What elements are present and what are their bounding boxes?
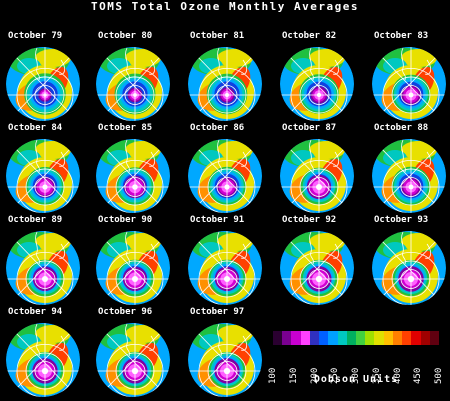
color-scale-swatch (309, 331, 320, 345)
map-panel-label: October 82 (282, 31, 337, 41)
ozone-globe (96, 47, 170, 121)
page-title: TOMS Total Ozone Monthly Averages (90, 0, 360, 13)
map-panel-label: October 87 (282, 123, 337, 133)
map-panel-label: October 93 (374, 215, 429, 225)
color-scale-swatch (411, 331, 421, 345)
ozone-globe (280, 139, 354, 213)
map-panel: October 93 (366, 215, 450, 307)
color-scale-swatch (383, 331, 393, 345)
map-panel: October 85 (90, 123, 180, 215)
ozone-globe (372, 139, 446, 213)
map-panel: October 86 (182, 123, 272, 215)
map-panel: October 80 (90, 31, 180, 123)
ozone-globe (372, 231, 446, 305)
color-scale-swatch (429, 331, 439, 345)
map-panel: October 84 (0, 123, 90, 215)
map-panel: October 87 (274, 123, 364, 215)
ozone-globe (188, 139, 262, 213)
map-panel: October 90 (90, 215, 180, 307)
color-scale-swatch (346, 331, 356, 345)
color-scale-swatch (328, 331, 338, 345)
ozone-globe (96, 231, 170, 305)
ozone-globe (6, 47, 80, 121)
color-scale-swatch (282, 331, 292, 345)
color-scale-swatch (337, 331, 347, 345)
map-panel-label: October 88 (374, 123, 429, 133)
ozone-globe (6, 231, 80, 305)
map-panel-label: October 86 (190, 123, 245, 133)
color-scale-swatch (392, 331, 403, 345)
map-panel: October 91 (182, 215, 272, 307)
ozone-globe (280, 47, 354, 121)
map-panel-label: October 84 (8, 123, 63, 133)
ozone-globe (96, 323, 170, 397)
map-panel: October 92 (274, 215, 364, 307)
ozone-globe (6, 139, 80, 213)
color-scale: 100 150 200 250 300 350 400 450 500 Dobson Units (268, 329, 444, 391)
ozone-globe (188, 323, 262, 397)
color-scale-swatch (420, 331, 430, 345)
map-panel-label: October 79 (8, 31, 63, 41)
color-scale-swatch (355, 331, 366, 345)
map-panel-label: October 92 (282, 215, 337, 225)
ozone-globe (372, 47, 446, 121)
map-panel-label: October 91 (190, 215, 245, 225)
ozone-globe (6, 323, 80, 397)
map-panel-label: October 81 (190, 31, 245, 41)
map-panel: October 89 (0, 215, 90, 307)
map-panel-label: October 80 (98, 31, 153, 41)
map-panel-label: October 85 (98, 123, 153, 133)
map-panel: October 83 (366, 31, 450, 123)
map-panel: October 94 (0, 307, 90, 399)
color-scale-unit: Dobson Units (313, 374, 399, 385)
map-panel-label: October 94 (8, 307, 63, 317)
color-scale-bar (273, 331, 439, 345)
map-panel-label: October 83 (374, 31, 429, 41)
color-scale-swatch (273, 331, 283, 345)
color-scale-swatch (291, 331, 301, 345)
ozone-globe (280, 231, 354, 305)
color-scale-swatch (402, 331, 412, 345)
map-panel-label: October 97 (190, 307, 245, 317)
map-panel-label: October 90 (98, 215, 153, 225)
color-scale-swatch (319, 331, 329, 345)
map-panel: October 79 (0, 31, 90, 123)
ozone-globe (96, 139, 170, 213)
map-panel: October 97 (182, 307, 272, 399)
ozone-globe (188, 47, 262, 121)
map-panel: October 81 (182, 31, 272, 123)
map-panel-label: October 89 (8, 215, 63, 225)
map-panel-label: October 96 (98, 307, 153, 317)
color-scale-swatch (374, 331, 384, 345)
color-scale-ticks: 100 150 200 250 300 350 400 450 500 (268, 348, 444, 384)
map-panel: October 82 (274, 31, 364, 123)
map-panel: October 96 (90, 307, 180, 399)
ozone-globe (188, 231, 262, 305)
map-panel: October 88 (366, 123, 450, 215)
color-scale-swatch (365, 331, 375, 345)
color-scale-swatch (300, 331, 310, 345)
